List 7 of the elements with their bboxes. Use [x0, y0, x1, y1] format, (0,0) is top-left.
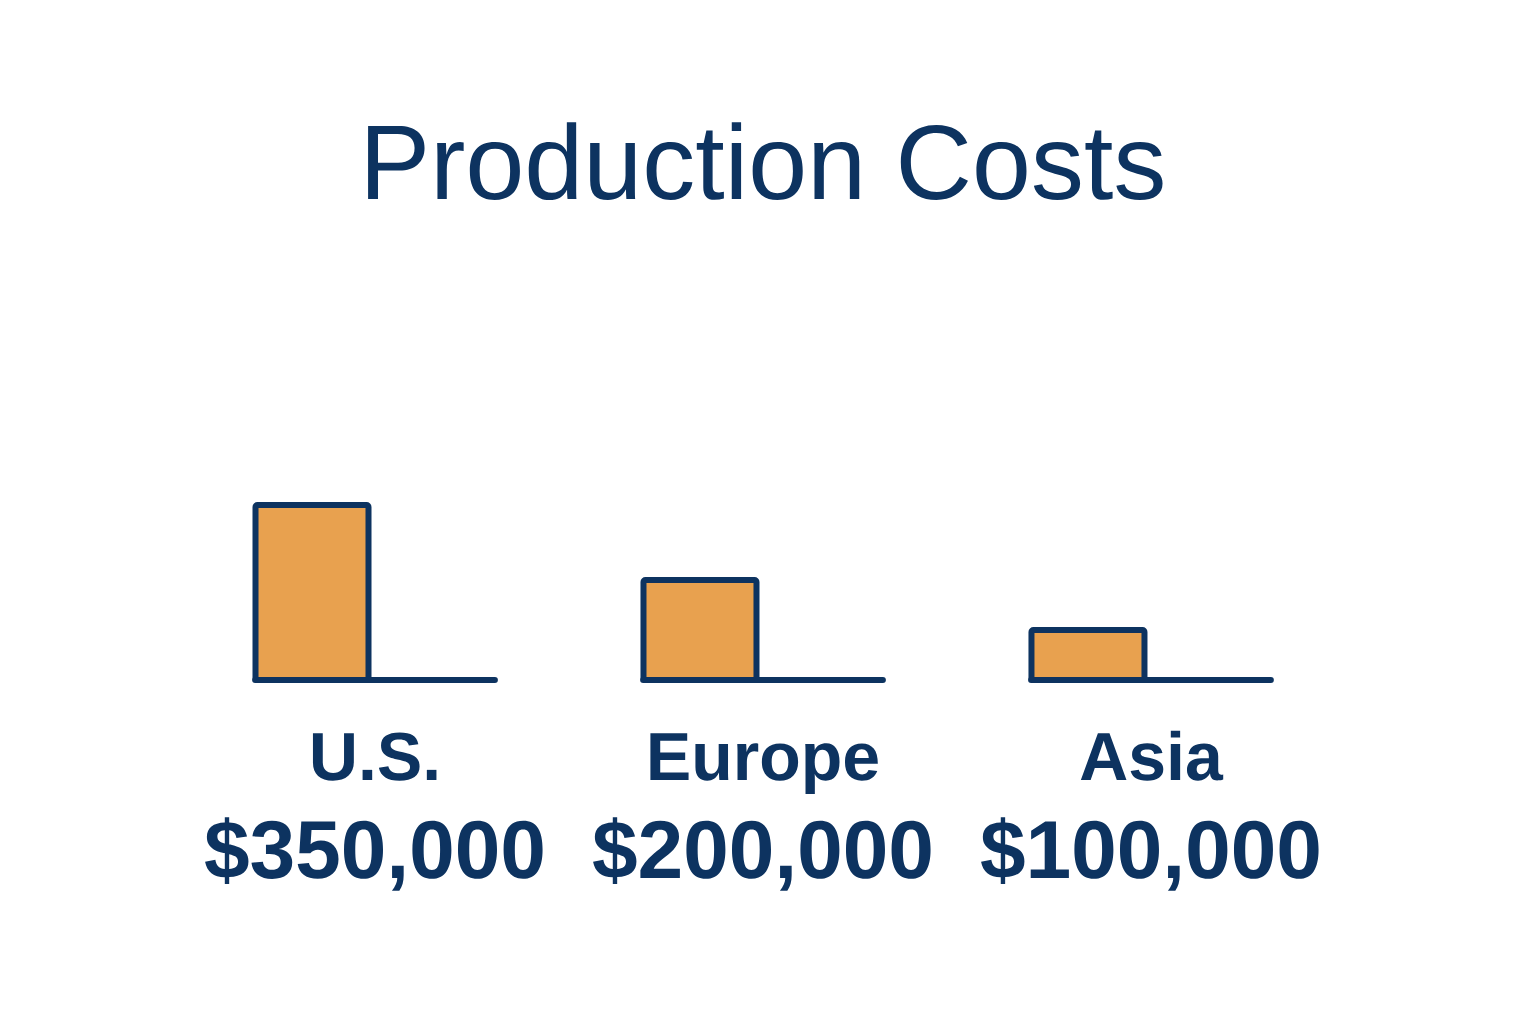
data-label: $200,000 [593, 817, 931, 891]
data-label: $100,000 [981, 817, 1319, 891]
x-tick-label: U.S. [312, 732, 437, 781]
chart-title: Production Costs [368, 122, 1163, 201]
x-tick-label: Europe [650, 733, 878, 795]
x-tick-label: Asia [1080, 730, 1224, 781]
data-label: $350,000 [205, 817, 543, 891]
